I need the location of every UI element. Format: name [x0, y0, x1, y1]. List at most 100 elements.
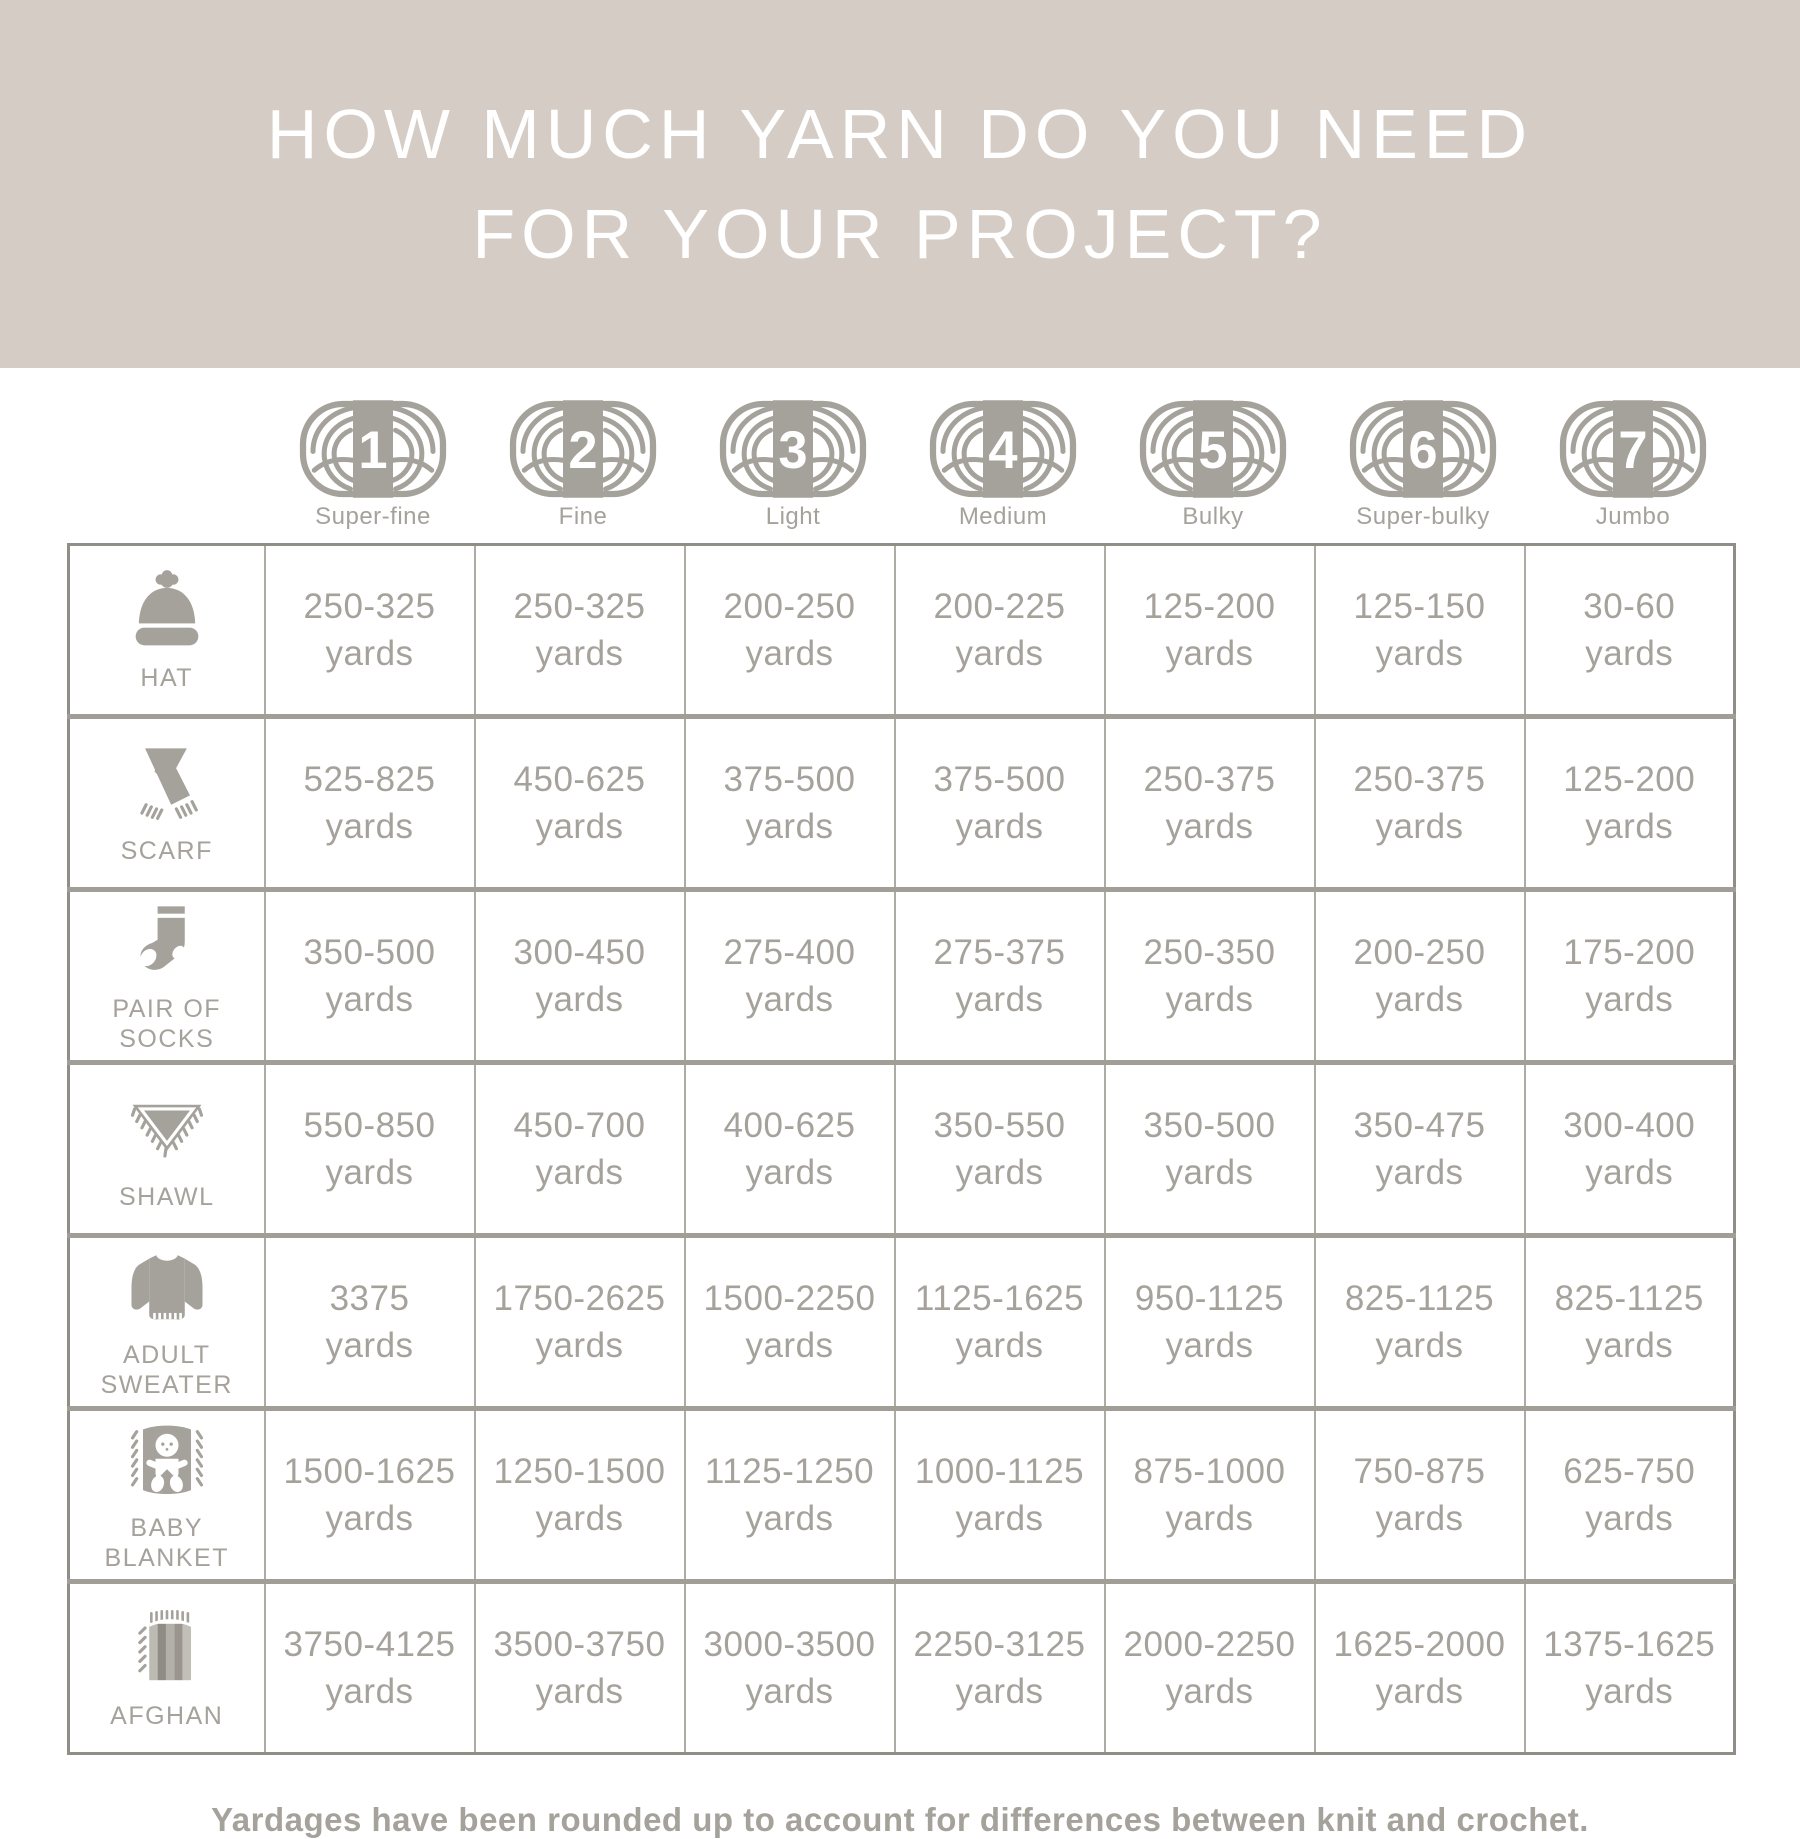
- yardage-unit: yards: [1165, 807, 1254, 846]
- yardage-unit: yards: [1375, 1153, 1464, 1192]
- yardage-unit: yards: [325, 634, 414, 673]
- yardage-unit: yards: [1375, 1672, 1464, 1711]
- yardage-range: 275-400: [723, 932, 856, 972]
- yardage-range: 350-550: [933, 1105, 1066, 1145]
- yardage-unit: yards: [955, 1153, 1044, 1192]
- yardage-unit: yards: [1585, 1153, 1674, 1192]
- project-name: BABY BLANKET: [104, 1514, 229, 1572]
- yardage-cell: 200-250 yards: [683, 544, 895, 717]
- project-cell-shawl: SHAWL: [68, 1060, 265, 1236]
- yardage-cell: 3500-3750 yards: [473, 1579, 685, 1754]
- yarn-weight-label: Fine: [558, 503, 608, 530]
- yardage-unit: yards: [955, 980, 1044, 1019]
- yardage-range: 3750-4125: [283, 1624, 456, 1664]
- yardage-cell: 1500-2250 yards: [683, 1233, 895, 1409]
- project-cell-afghan: AFGHAN: [68, 1579, 265, 1754]
- table-row-afghan: AFGHAN 3750-4125 yards 3500-3750 yards 300…: [68, 1579, 1735, 1754]
- yardage-cell: 1125-1625 yards: [893, 1233, 1105, 1409]
- yardage-cell: 1125-1250 yards: [683, 1406, 895, 1582]
- yardage-unit: yards: [325, 1499, 414, 1538]
- yardage-cell: 250-350 yards: [1103, 887, 1315, 1063]
- yardage-range: 250-375: [1353, 759, 1486, 799]
- yarn-weight-label: Medium: [958, 503, 1048, 530]
- yarn-weight-header-row: 1 Super-fine 2 Fine 3 Light 4 Medium 5 B…: [268, 398, 1738, 531]
- yarn-weight-6: 6 Super-bulky: [1318, 398, 1528, 531]
- yardage-cell: 300-450 yards: [473, 887, 685, 1063]
- yardage-cell: 825-1125 yards: [1523, 1233, 1735, 1409]
- yardage-cell: 2250-3125 yards: [893, 1579, 1105, 1754]
- yardage-unit: yards: [325, 807, 414, 846]
- yardage-cell: 175-200 yards: [1523, 887, 1735, 1063]
- yardage-range: 125-150: [1353, 586, 1486, 626]
- yardage-unit: yards: [325, 1153, 414, 1192]
- table-row-shawl: SHAWL 550-850 yards 450-700 yards 400-625 y…: [68, 1060, 1735, 1236]
- yarn-weight-label: Super-fine: [315, 503, 431, 530]
- yardage-cell: 275-400 yards: [683, 887, 895, 1063]
- yardage-unit: yards: [1585, 1326, 1674, 1365]
- yardage-unit: yards: [1165, 980, 1254, 1019]
- yardage-unit: yards: [535, 1499, 624, 1538]
- yardage-cell: 350-475 yards: [1313, 1060, 1525, 1236]
- yardage-range: 625-750: [1563, 1451, 1696, 1491]
- yardage-range: 1000-1125: [914, 1451, 1085, 1491]
- yardage-range: 250-325: [513, 586, 646, 626]
- yardage-unit: yards: [745, 1499, 834, 1538]
- yarn-weight-4: 4 Medium: [898, 398, 1108, 531]
- yardage-cell: 450-700 yards: [473, 1060, 685, 1236]
- yardage-cell: 1625-2000 yards: [1313, 1579, 1525, 1754]
- project-name: PAIR OF SOCKS: [112, 995, 222, 1053]
- yardage-unit: yards: [1165, 634, 1254, 673]
- yardage-unit: yards: [955, 1326, 1044, 1365]
- yardage-range: 3500-3750: [493, 1624, 666, 1664]
- yardage-unit: yards: [745, 634, 834, 673]
- yardage-range: 300-450: [513, 932, 646, 972]
- yardage-unit: yards: [325, 1326, 414, 1365]
- yardage-range: 375-500: [933, 759, 1066, 799]
- yardage-unit: yards: [1585, 980, 1674, 1019]
- yardage-cell: 125-200 yards: [1523, 714, 1735, 890]
- yardage-range: 3375: [329, 1278, 410, 1318]
- yardage-range: 1500-1625: [283, 1451, 456, 1491]
- yarn-skein-icon: 1: [298, 398, 448, 500]
- yardage-range: 125-200: [1143, 586, 1276, 626]
- yardage-unit: yards: [1375, 807, 1464, 846]
- yardage-unit: yards: [955, 634, 1044, 673]
- yardage-table: HAT 250-325 yards 250-325 yards 200-250 yar…: [67, 543, 1736, 1755]
- yardage-range: 750-875: [1353, 1451, 1486, 1491]
- yardage-range: 2000-2250: [1123, 1624, 1296, 1664]
- yardage-unit: yards: [1165, 1672, 1254, 1711]
- yardage-range: 250-375: [1143, 759, 1276, 799]
- yardage-range: 200-250: [723, 586, 856, 626]
- project-name: SCARF: [120, 837, 213, 865]
- yardage-cell: 1375-1625 yards: [1523, 1579, 1735, 1754]
- project-name: AFGHAN: [110, 1702, 224, 1730]
- yardage-cell: 250-375 yards: [1313, 714, 1525, 890]
- yardage-unit: yards: [1585, 1499, 1674, 1538]
- yardage-cell: 30-60 yards: [1523, 544, 1735, 717]
- yardage-unit: yards: [1585, 634, 1674, 673]
- yardage-range: 1125-1625: [914, 1278, 1085, 1318]
- yardage-range: 1250-1500: [493, 1451, 666, 1491]
- yarn-weight-label: Super-bulky: [1356, 503, 1490, 530]
- yardage-cell: 825-1125 yards: [1313, 1233, 1525, 1409]
- yardage-cell: 200-225 yards: [893, 544, 1105, 717]
- yardage-cell: 3375 yards: [263, 1233, 475, 1409]
- yardage-unit: yards: [535, 1326, 624, 1365]
- yardage-unit: yards: [745, 1153, 834, 1192]
- yardage-cell: 250-325 yards: [473, 544, 685, 717]
- table-row-sweater: ADULT SWEATER 3375 yards 1750-2625 yards 1…: [68, 1233, 1735, 1409]
- yardage-cell: 125-200 yards: [1103, 544, 1315, 717]
- yardage-cell: 350-500 yards: [1103, 1060, 1315, 1236]
- yardage-range: 1625-2000: [1333, 1624, 1506, 1664]
- yarn-weight-label: Bulky: [1182, 503, 1244, 530]
- yardage-cell: 1750-2625 yards: [473, 1233, 685, 1409]
- yardage-unit: yards: [325, 980, 414, 1019]
- yardage-range: 1500-2250: [703, 1278, 876, 1318]
- yardage-unit: yards: [1585, 1672, 1674, 1711]
- yardage-cell: 625-750 yards: [1523, 1406, 1735, 1582]
- yardage-unit: yards: [1375, 980, 1464, 1019]
- yardage-cell: 1250-1500 yards: [473, 1406, 685, 1582]
- yarn-weight-number: 7: [1618, 421, 1647, 480]
- yardage-cell: 400-625 yards: [683, 1060, 895, 1236]
- yardage-cell: 450-625 yards: [473, 714, 685, 890]
